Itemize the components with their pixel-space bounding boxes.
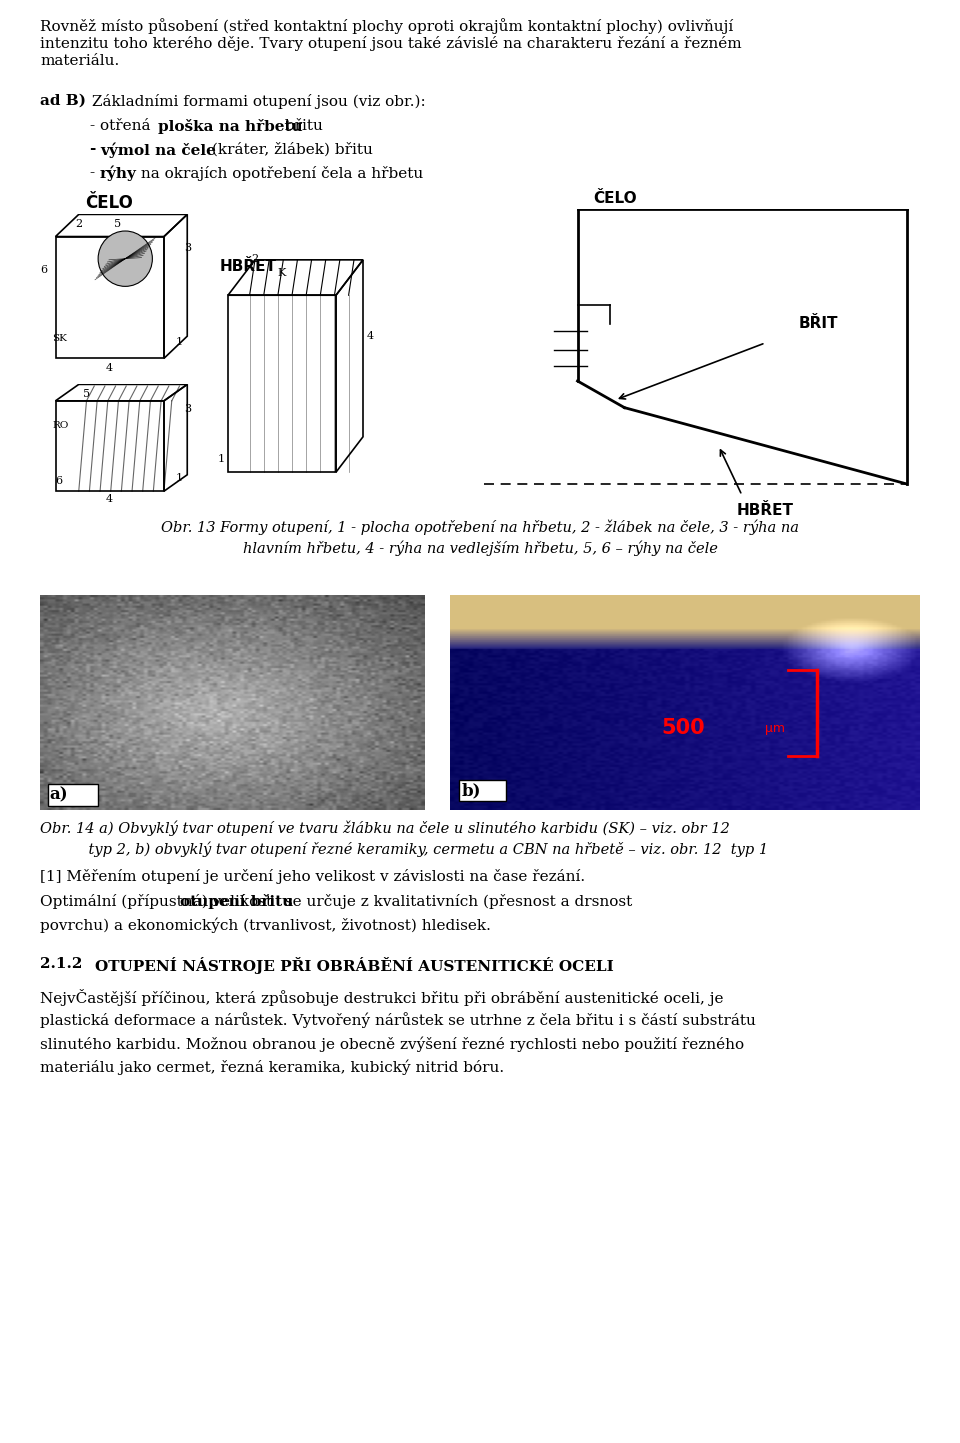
Text: ploška na hřbetu: ploška na hřbetu — [158, 118, 302, 134]
Text: typ 2, b) obvyklý tvar otupení řezné keramiky, cermetu a CBN na hřbetě – viz. ob: typ 2, b) obvyklý tvar otupení řezné ker… — [70, 841, 768, 857]
Text: 500: 500 — [661, 719, 706, 739]
Text: břitu: břitu — [280, 118, 323, 133]
Text: [1] Měřením otupení je určení jeho velikost v závislosti na čase řezání.: [1] Měřením otupení je určení jeho velik… — [40, 869, 586, 883]
Text: 2.1.2: 2.1.2 — [40, 957, 83, 971]
Text: 4: 4 — [367, 330, 373, 341]
Text: SK: SK — [53, 333, 67, 343]
Text: ad B): ad B) — [40, 94, 86, 108]
Text: Obr. 14 a) Obvyklý tvar otupení ve tvaru žlábku na čele u slinutého karbidu (SK): Obr. 14 a) Obvyklý tvar otupení ve tvaru… — [40, 820, 730, 835]
Text: Optimální (přípustná) velikost: Optimální (přípustná) velikost — [40, 893, 277, 909]
Text: -: - — [90, 166, 100, 179]
Text: 2: 2 — [252, 254, 258, 264]
Text: na okrajích opotřebení čela a hřbetu: na okrajích opotřebení čela a hřbetu — [136, 166, 423, 180]
Text: slinutého karbidu. Možnou obranou je obecně zvýšení řezné rychlosti nebo použití: slinutého karbidu. Možnou obranou je obe… — [40, 1036, 744, 1052]
Text: 5: 5 — [114, 219, 121, 229]
FancyBboxPatch shape — [48, 784, 98, 805]
Text: 2: 2 — [75, 219, 83, 229]
Text: 1: 1 — [176, 473, 182, 483]
Text: ČELO: ČELO — [593, 190, 636, 205]
Text: BŘIT: BŘIT — [799, 316, 838, 332]
Text: - otřená: - otřená — [90, 118, 156, 133]
Text: HBŘET: HBŘET — [220, 260, 277, 274]
Text: otupení břitu: otupení břitu — [180, 893, 293, 909]
Text: 3: 3 — [184, 242, 191, 253]
Text: 6: 6 — [40, 264, 48, 274]
Text: ČELO: ČELO — [85, 195, 132, 212]
Text: Obr. 13 Formy otupení, 1 - plocha opotřebení na hřbetu, 2 - žlábek na čele, 3 - : Obr. 13 Formy otupení, 1 - plocha opotře… — [161, 519, 799, 535]
Text: výmol na čele: výmol na čele — [100, 143, 216, 157]
Text: a): a) — [50, 786, 68, 804]
Text: HBŘET: HBŘET — [737, 504, 794, 518]
Text: intenzitu toho kterého děje. Tvary otupení jsou také závislé na charakteru řezán: intenzitu toho kterého děje. Tvary otupe… — [40, 36, 742, 51]
Text: -: - — [90, 143, 102, 156]
Ellipse shape — [98, 231, 153, 286]
Text: Základními formami otupení jsou (viz obr.):: Základními formami otupení jsou (viz obr… — [92, 94, 425, 108]
Text: plastická deformace a nárůstek. Vytvořený nárůstek se utrhne z čela břitu i s čá: plastická deformace a nárůstek. Vytvořen… — [40, 1013, 756, 1029]
FancyBboxPatch shape — [460, 779, 507, 801]
Text: 4: 4 — [107, 495, 113, 505]
Text: se určuje z kvalitativních (přesnost a drsnost: se určuje z kvalitativních (přesnost a d… — [280, 893, 633, 909]
Text: povrchu) a ekonomických (trvanlivost, životnost) hledisek.: povrchu) a ekonomických (trvanlivost, ži… — [40, 918, 491, 932]
Text: 1: 1 — [217, 455, 225, 465]
Text: 4: 4 — [107, 362, 113, 372]
Text: 6: 6 — [56, 476, 62, 486]
Text: Rovněž místo působení (střed kontaktní plochy oproti okrajům kontaktní plochy) o: Rovněž místo působení (střed kontaktní p… — [40, 17, 733, 33]
Text: b): b) — [462, 782, 481, 799]
Text: 3: 3 — [184, 404, 191, 414]
Text: hlavním hřbetu, 4 - rýha na vedlejším hřbetu, 5, 6 – rýhy na čele: hlavním hřbetu, 4 - rýha na vedlejším hř… — [243, 541, 717, 557]
Text: (kráter, žlábek) břitu: (kráter, žlábek) břitu — [207, 143, 372, 156]
Text: rýhy: rýhy — [100, 166, 137, 182]
Text: 5: 5 — [83, 390, 90, 400]
Text: materiálu jako cermet, řezná keramika, kubický nitrid bóru.: materiálu jako cermet, řezná keramika, k… — [40, 1059, 504, 1075]
Text: RO: RO — [53, 421, 69, 430]
Text: NejvČastější příčinou, která způsobuje destrukci břitu při obrábění austenitické: NejvČastější příčinou, která způsobuje d… — [40, 990, 724, 1006]
Text: 1: 1 — [176, 338, 182, 348]
Text: μm: μm — [765, 722, 785, 734]
Text: K: K — [277, 268, 286, 278]
Text: OTUPENÍ NÁSTROJE PŘI OBRÁBĚNÍ AUSTENITICKÉ OCELI: OTUPENÍ NÁSTROJE PŘI OBRÁBĚNÍ AUSTENITIC… — [95, 957, 613, 974]
Text: materiálu.: materiálu. — [40, 53, 119, 68]
